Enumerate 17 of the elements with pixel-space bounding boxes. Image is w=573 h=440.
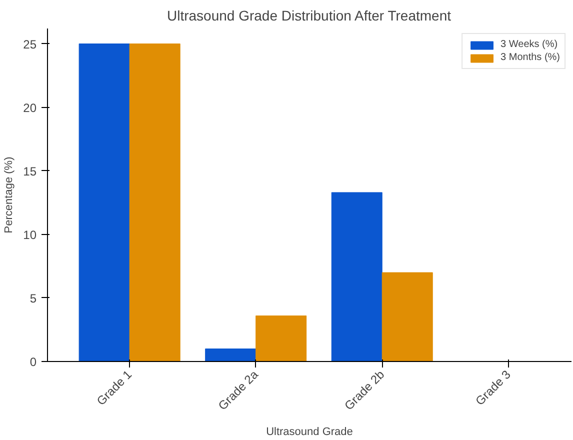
- bar: [382, 272, 433, 362]
- legend-label: 3 Weeks (%): [500, 39, 558, 50]
- bar: [331, 192, 382, 362]
- bar: [256, 315, 307, 362]
- y-tick-label: 25: [23, 37, 37, 52]
- bar: [78, 44, 130, 362]
- y-tick-label: 20: [23, 100, 37, 115]
- y-axis-title: Percentage (%): [3, 156, 16, 234]
- y-tick-label: 15: [23, 164, 37, 178]
- bar: [205, 348, 256, 362]
- x-axis-title: Ultrasound Grade: [266, 426, 353, 438]
- bar: [129, 44, 180, 362]
- legend-label: 3 Months (%): [500, 52, 560, 63]
- y-tick-label: 5: [30, 291, 37, 306]
- y-tick-label: 10: [23, 228, 37, 242]
- chart-title: Ultrasound Grade Distribution After Treatment: [166, 8, 452, 24]
- y-tick-label: 0: [30, 355, 37, 369]
